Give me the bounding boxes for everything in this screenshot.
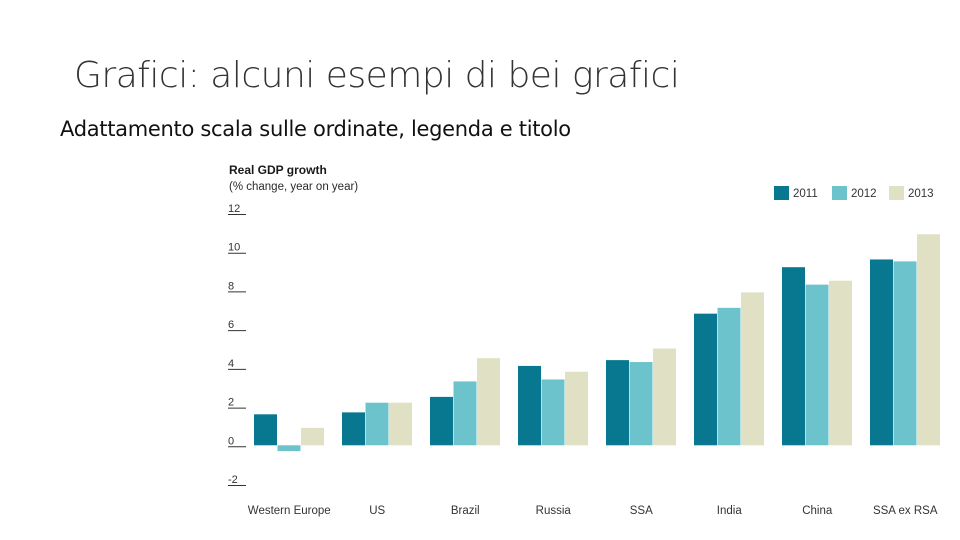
bar-2011-brazil — [430, 396, 453, 446]
bar-2011-china — [782, 267, 805, 446]
y-tick-label: 4 — [228, 358, 234, 370]
bar-2013-russia — [565, 371, 588, 446]
bar-2012-us — [365, 402, 389, 446]
bar-2013-brazil — [477, 358, 500, 446]
chart-legend: 2011 2012 2013 — [774, 186, 934, 200]
y-tick-label: -2 — [228, 474, 238, 486]
y-tick-label: 6 — [228, 319, 234, 331]
legend-label-2013: 2013 — [908, 188, 934, 200]
bar-2011-western-europe — [254, 414, 277, 446]
y-tick-label: 8 — [228, 280, 234, 292]
legend-swatch-2013 — [889, 186, 904, 200]
x-axis: Western Europe US Brazil Russia SSA India Chin… — [248, 505, 938, 517]
chart-title: Real GDP growth — [229, 163, 327, 177]
bar-2013-us — [389, 402, 412, 446]
x-tick-label: Brazil — [451, 505, 480, 517]
bar-2012-india — [717, 307, 741, 446]
bar-2013-india — [741, 292, 764, 446]
slide-title: Grafici: alcuni esempi di bei grafici — [74, 55, 680, 96]
bar-2011-russia — [518, 365, 541, 446]
legend-swatch-2012 — [832, 186, 847, 200]
bars-group — [254, 234, 940, 452]
bar-2012-china — [805, 284, 829, 446]
x-tick-label: India — [717, 505, 743, 517]
bar-2011-ssa — [606, 360, 629, 446]
bar-2011-india — [694, 313, 717, 446]
bar-2012-brazil — [453, 381, 477, 446]
bar-2012-ssa-ex-rsa — [893, 261, 917, 446]
y-axis: 12 10 8 6 4 2 0 -2 — [228, 203, 246, 486]
y-tick-label: 10 — [228, 242, 240, 254]
legend-label-2011: 2011 — [793, 188, 818, 200]
x-tick-label: SSA — [630, 505, 653, 517]
bar-2012-ssa — [629, 362, 653, 446]
slide-subtitle: Adattamento scala sulle ordinate, legend… — [60, 117, 571, 141]
bar-2013-china — [829, 280, 852, 446]
x-tick-label: US — [369, 505, 385, 517]
bar-2013-ssa-ex-rsa — [917, 234, 940, 446]
y-tick-label: 0 — [228, 435, 234, 447]
bar-2011-ssa-ex-rsa — [870, 259, 893, 446]
legend-label-2012: 2012 — [851, 188, 877, 200]
x-tick-label: China — [802, 505, 833, 517]
chart-subtitle: (% change, year on year) — [229, 181, 358, 193]
x-tick-label: SSA ex RSA — [873, 505, 938, 517]
bar-2011-us — [342, 412, 365, 446]
legend-swatch-2011 — [774, 186, 789, 200]
x-tick-label: Russia — [536, 505, 572, 517]
bar-2012-western-europe — [277, 445, 301, 452]
y-tick-label: 2 — [228, 397, 234, 409]
bar-2013-western-europe — [301, 427, 324, 446]
x-tick-label: Western Europe — [248, 505, 331, 517]
y-tick-label: 12 — [228, 203, 240, 215]
bar-2013-ssa — [653, 348, 676, 446]
bar-2012-russia — [541, 379, 565, 446]
